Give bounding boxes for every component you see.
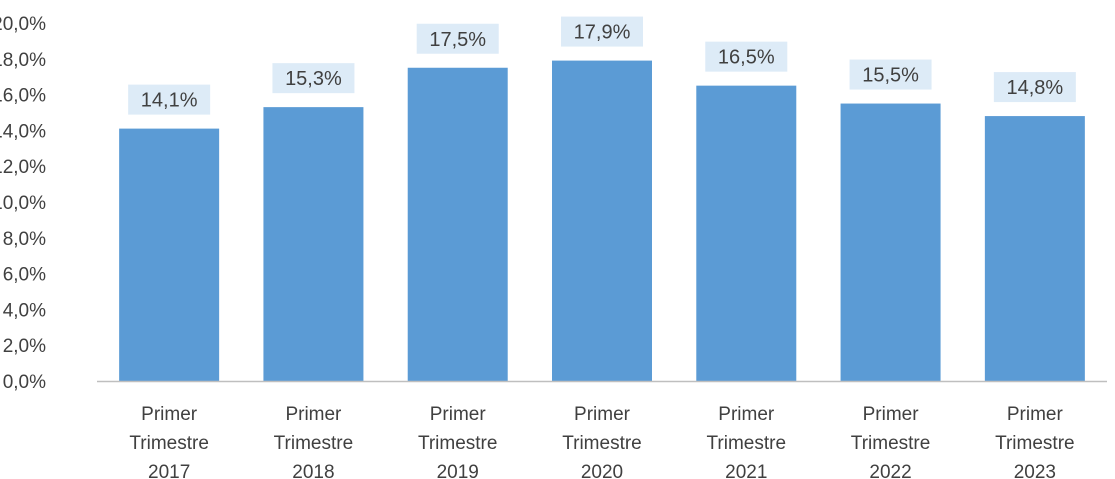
data-label-box (416, 23, 499, 54)
bar (552, 60, 652, 382)
x-tick-label: Primer Trimestre 2020 (562, 404, 642, 479)
data-label-box (993, 72, 1076, 103)
bar (984, 116, 1085, 381)
data-label-box (705, 41, 788, 72)
data-label-box (128, 84, 211, 115)
y-tick-label: 2,0% (3, 336, 46, 357)
bar (696, 85, 797, 382)
y-tick-label: 10,0% (0, 193, 46, 214)
y-axis: 0,0% 2,0% 4,0% 6,0% 8,0% 10,0% 12,0% 14,0% 16,0%… (0, 14, 46, 393)
y-tick-label: 20,0% (0, 14, 46, 35)
data-label-box (849, 59, 932, 90)
y-tick-label: 12,0% (0, 157, 46, 178)
data-label: 14,1% (141, 90, 198, 112)
x-tick-label: Primer Trimestre 2017 (129, 404, 209, 479)
data-label: 15,5% (862, 65, 919, 87)
data-label-box (561, 16, 643, 47)
x-axis: Primer Trimestre 2017 Primer Trimestre 2018 Pr… (97, 380, 1107, 479)
bar (119, 128, 220, 381)
y-tick-label: 18,0% (0, 50, 46, 71)
data-label: 17,9% (574, 22, 631, 44)
y-tick-label: 8,0% (3, 229, 46, 250)
data-label: 14,8% (1006, 77, 1063, 99)
data-label: 16,5% (718, 47, 775, 69)
data-label-box (272, 63, 355, 94)
y-tick-label: 4,0% (3, 300, 46, 321)
y-tick-label: 16,0% (0, 86, 46, 107)
bar (407, 67, 508, 381)
bars (119, 60, 1085, 382)
y-tick-label: 14,0% (0, 121, 46, 142)
x-tick-label: Primer Trimestre 2022 (851, 404, 931, 479)
x-tick-label: Primer Trimestre 2019 (418, 404, 498, 479)
bar (840, 103, 941, 382)
x-tick-label: Primer Trimestre 2018 (274, 404, 354, 479)
data-labels: 14,1% 15,3% 17,5% 17,9% 16,5% 15,5% 14,8% (128, 16, 1076, 115)
data-label: 17,5% (429, 29, 486, 51)
x-tick-label: Primer Trimestre 2023 (995, 404, 1075, 479)
x-tick-label: Primer Trimestre 2021 (707, 404, 787, 479)
y-tick-label: 6,0% (3, 265, 46, 286)
bar (263, 107, 364, 381)
y-tick-label: 0,0% (3, 372, 46, 393)
data-label: 15,3% (285, 68, 342, 90)
